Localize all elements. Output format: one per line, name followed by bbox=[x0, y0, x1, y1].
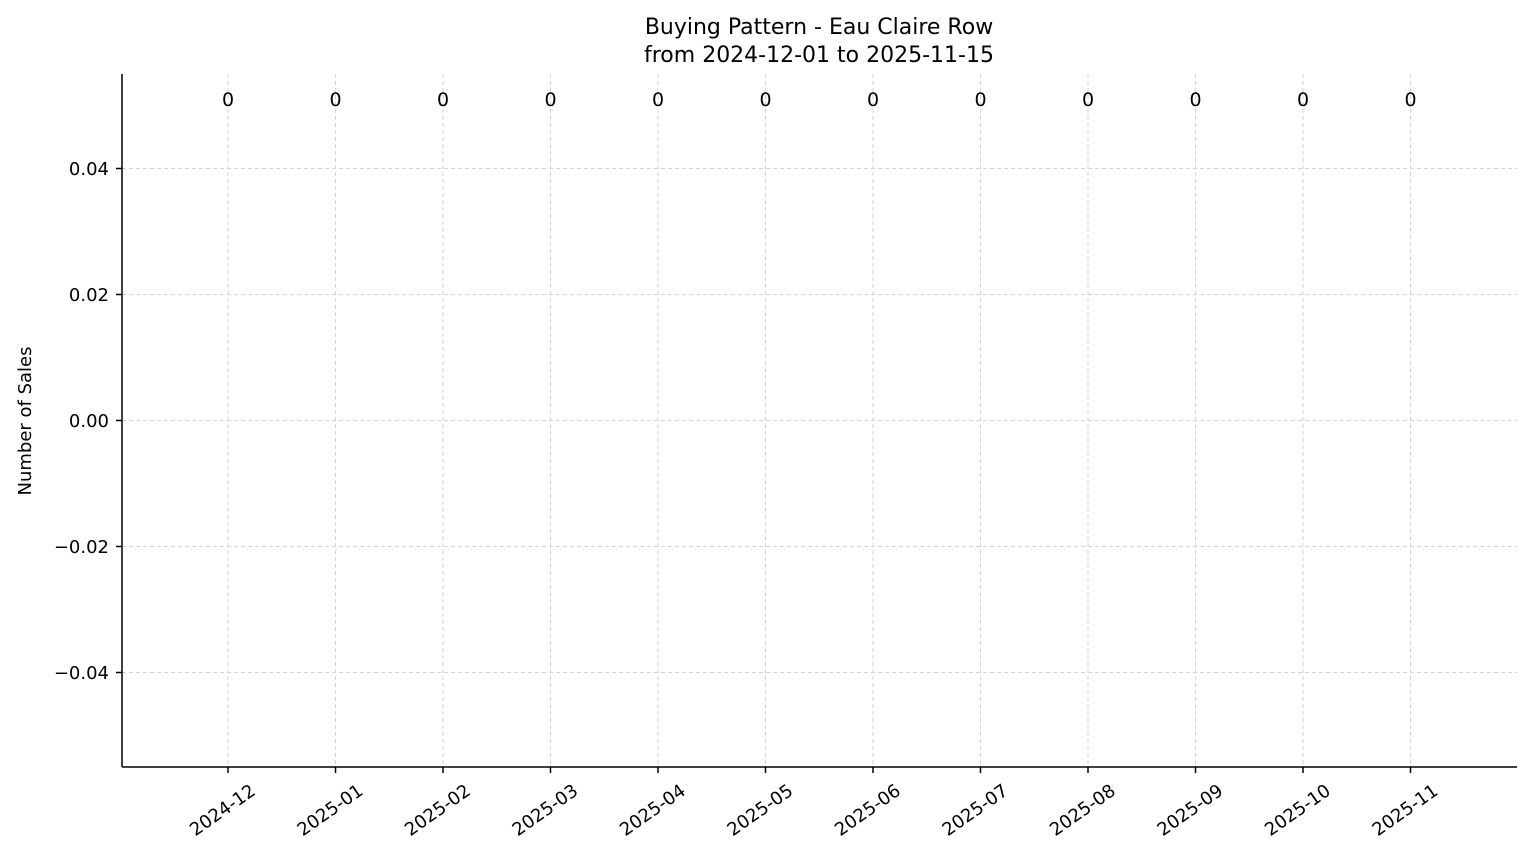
x-tick-label: 2025-08 bbox=[1046, 780, 1120, 840]
x-tick-label: 2025-03 bbox=[509, 780, 583, 840]
bar-value-label: 0 bbox=[222, 89, 234, 111]
y-tick-label: 0.02 bbox=[69, 285, 109, 306]
x-tick-label: 2025-10 bbox=[1261, 780, 1335, 840]
x-tick-label: 2025-05 bbox=[724, 780, 798, 840]
bar-value-label: 0 bbox=[1189, 89, 1201, 111]
bar-value-label: 0 bbox=[329, 89, 341, 111]
bar-value-label: 0 bbox=[1404, 89, 1416, 111]
x-tick-label: 2025-11 bbox=[1369, 780, 1443, 840]
x-tick-label: 2025-07 bbox=[939, 780, 1013, 840]
y-tick-label: −0.04 bbox=[54, 663, 109, 684]
bar-value-label: 0 bbox=[1082, 89, 1094, 111]
labels-layer: 0 0 0 0 0 0 0 0 0 0 0 0 bbox=[222, 89, 1417, 111]
axis-layer: 0.04 0.02 0.00 −0.02 −0.04 2024-12 2025-01 2025… bbox=[54, 74, 1517, 841]
y-axis-label: Number of Sales bbox=[15, 346, 36, 495]
bar-value-label: 0 bbox=[867, 89, 879, 111]
chart-title: Buying Pattern - Eau Claire Row bbox=[645, 15, 993, 40]
grid-layer bbox=[122, 74, 1517, 767]
x-tick-label: 2024-12 bbox=[186, 780, 260, 840]
chart-subtitle: from 2024-12-01 to 2025-11-15 bbox=[644, 43, 994, 68]
x-tick-label: 2025-02 bbox=[401, 780, 475, 840]
y-tick-label: −0.02 bbox=[54, 537, 109, 558]
y-tick-label: 0.04 bbox=[69, 159, 109, 180]
bar-value-label: 0 bbox=[437, 89, 449, 111]
bar-value-label: 0 bbox=[1297, 89, 1309, 111]
bar-value-label: 0 bbox=[759, 89, 771, 111]
x-tick-label: 2025-01 bbox=[294, 780, 368, 840]
x-tick-label: 2025-09 bbox=[1154, 780, 1228, 840]
x-tick-label: 2025-04 bbox=[616, 780, 690, 840]
bar-value-label: 0 bbox=[544, 89, 556, 111]
bar-value-label: 0 bbox=[974, 89, 986, 111]
y-tick-label: 0.00 bbox=[69, 411, 109, 432]
bar-value-label: 0 bbox=[652, 89, 664, 111]
x-tick-label: 2025-06 bbox=[831, 780, 905, 840]
